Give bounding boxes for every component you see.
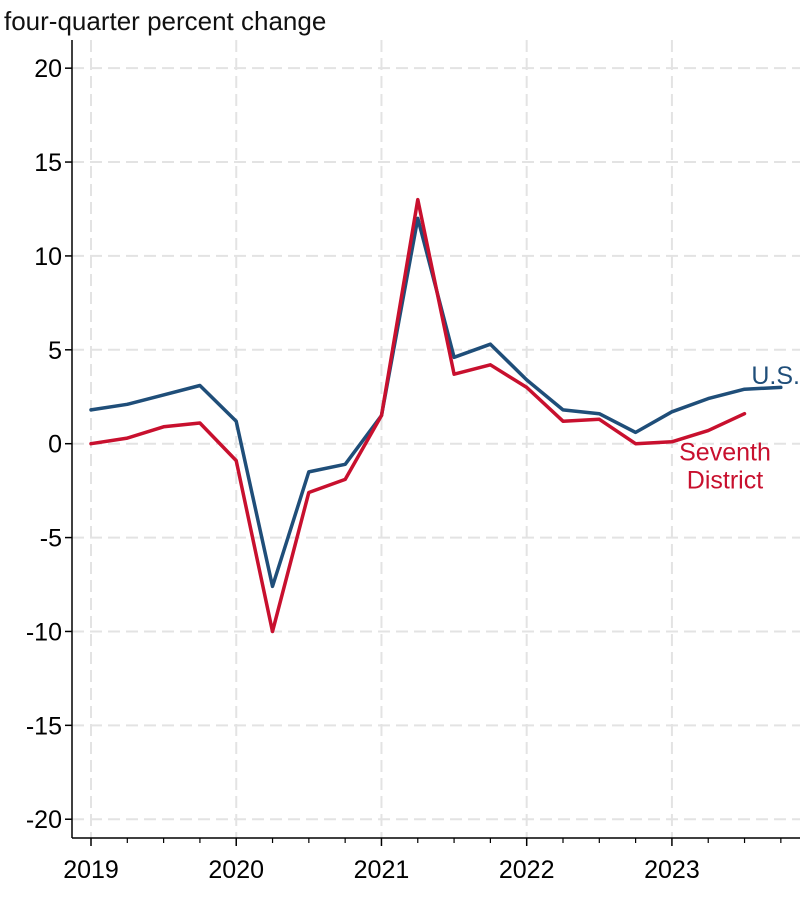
- y-tick-label: -5: [40, 525, 62, 553]
- y-tick-label: 15: [34, 149, 62, 177]
- x-tick-label: 2019: [63, 856, 119, 884]
- series-lines: [89, 197, 783, 634]
- seventh-district-series-label-line: Seventh: [679, 439, 771, 467]
- y-tick-label: 10: [34, 243, 62, 271]
- y-tick-label: -20: [26, 806, 62, 834]
- seventh-district-series-line: [89, 197, 747, 634]
- x-tick-label: 2020: [208, 856, 264, 884]
- seventh-district-series-label-line: District: [687, 467, 763, 495]
- y-tick-label: 0: [48, 431, 62, 459]
- grid-lines: [72, 40, 800, 838]
- us-series-line: [89, 216, 783, 589]
- y-tick-label: -10: [26, 618, 62, 646]
- y-axis-title: four-quarter percent change: [4, 6, 327, 36]
- us-series-label: U.S.: [751, 362, 800, 390]
- y-tick-label: 5: [48, 337, 62, 365]
- x-tick-label: 2023: [644, 856, 700, 884]
- x-tick-label: 2022: [499, 856, 555, 884]
- y-tick-label: 20: [34, 55, 62, 83]
- y-tick-label: -15: [26, 712, 62, 740]
- x-tick-label: 2021: [354, 856, 410, 884]
